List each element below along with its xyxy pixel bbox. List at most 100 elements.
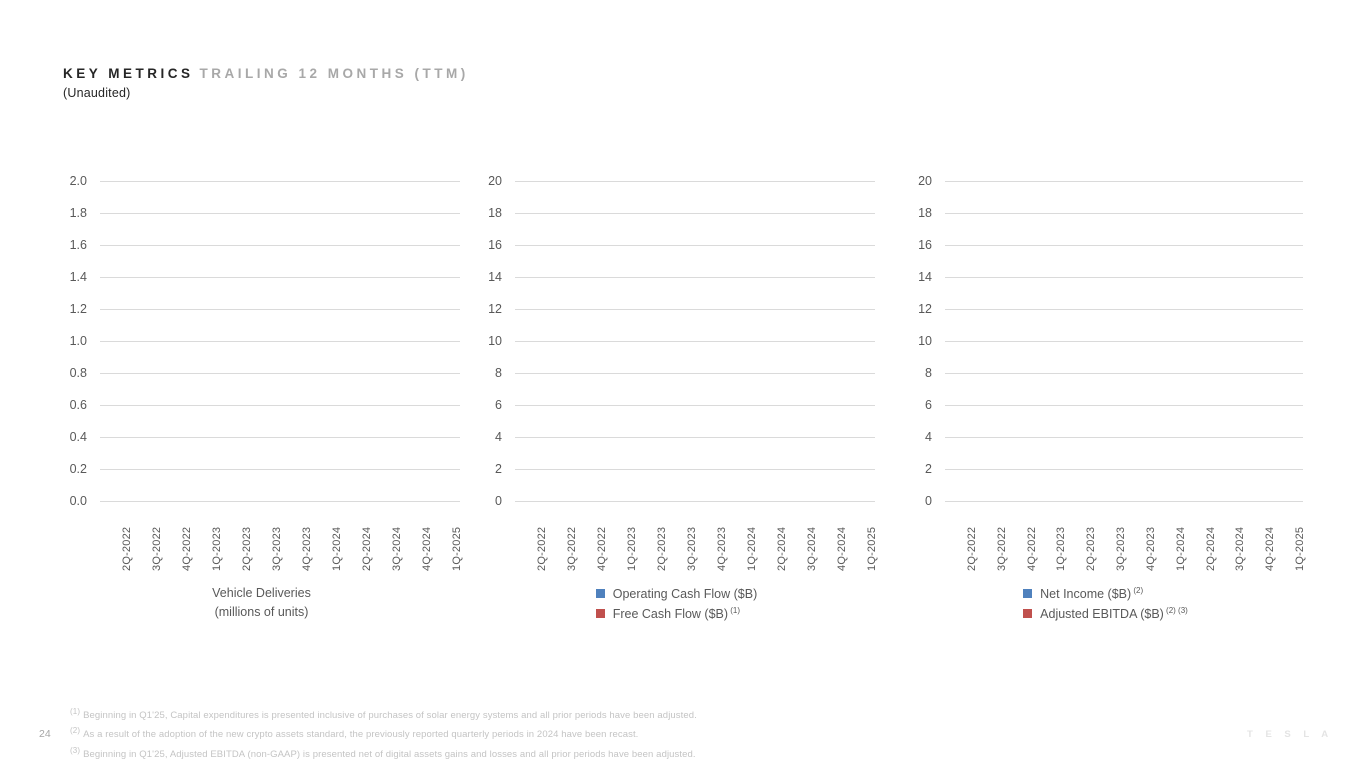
x-axis-tick-label: 2Q-2023 — [656, 526, 668, 571]
gridline — [945, 245, 1303, 246]
x-axis-tick-label: 4Q-2024 — [421, 526, 433, 571]
x-axis-tick-label: 4Q-2024 — [1264, 526, 1277, 571]
chart-legend: Operating Cash Flow ($B) Free Cash Flow (… — [478, 584, 875, 624]
x-axis-tick-label: 1Q-2023 — [211, 526, 223, 571]
footnote-3-marker: (3) — [70, 745, 81, 755]
y-axis-tick-label: 10 — [918, 334, 932, 348]
x-axis-tick-label: 1Q-2025 — [866, 526, 878, 571]
gridline — [515, 341, 875, 342]
gridline — [100, 245, 460, 246]
x-axis-tick-label: 4Q-2023 — [716, 526, 728, 571]
x-axis-tick-label: 4Q-2022 — [1025, 526, 1038, 571]
y-axis-tick-label: 10 — [488, 334, 502, 348]
x-axis-tick-label: 4Q-2022 — [596, 526, 608, 571]
x-axis-tick-label: 2Q-2022 — [536, 526, 548, 571]
x-axis-tick-label: 2Q-2022 — [965, 526, 978, 571]
gridline — [515, 405, 875, 406]
x-axis-tick-label: 1Q-2025 — [1294, 526, 1307, 571]
page-title: KEY METRICS TRAILING 12 MONTHS (TTM) — [63, 66, 469, 81]
chart-legend-items: Operating Cash Flow ($B) Free Cash Flow (… — [595, 584, 758, 624]
legend-item: Operating Cash Flow ($B) — [595, 584, 758, 604]
x-axis-tick-label: 1Q-2024 — [331, 526, 343, 571]
legend-item: Net Income ($B) (2) — [1023, 584, 1188, 604]
x-axis-tick-label: 2Q-2022 — [121, 526, 133, 571]
legend-label-footnote-ref: (2) — [1131, 586, 1144, 596]
page-title-secondary: TRAILING 12 MONTHS (TTM) — [199, 66, 469, 81]
gridline — [945, 181, 1303, 182]
x-axis-tick-label: 3Q-2023 — [686, 526, 698, 571]
gridline — [100, 469, 460, 470]
y-axis-tick-label: 14 — [488, 270, 502, 284]
legend-label: Operating Cash Flow ($B) — [612, 587, 758, 601]
y-axis-tick-label: 0.8 — [69, 366, 87, 380]
legend-item: Adjusted EBITDA ($B) (2) (3) — [1023, 604, 1188, 624]
gridline — [945, 277, 1303, 278]
y-axis-tick-label: 1.4 — [69, 270, 87, 284]
chart-title-line2: (millions of units) — [214, 605, 309, 619]
x-axis-tick-label: 3Q-2023 — [271, 526, 283, 571]
footnote-2-marker: (2) — [70, 726, 81, 736]
y-axis-tick-label: 8 — [925, 366, 932, 380]
header: KEY METRICS TRAILING 12 MONTHS (TTM) (Una… — [63, 66, 469, 100]
chart-title-line1: Vehicle Deliveries — [212, 586, 311, 600]
y-axis-tick-label: 12 — [488, 302, 502, 316]
legend-label-footnote-ref: (1) — [728, 606, 741, 616]
y-axis-tick-label: 14 — [918, 270, 932, 284]
x-axis-tick-label: 1Q-2024 — [1174, 526, 1187, 571]
gridline — [515, 277, 875, 278]
x-axis-tick-label: 3Q-2022 — [566, 526, 578, 571]
footnote-2: (2) As a result of the adoption of the ne… — [70, 723, 697, 742]
gridline — [945, 437, 1303, 438]
footnote-2-text: As a result of the adoption of the new c… — [83, 729, 639, 741]
legend-item: Free Cash Flow ($B) (1) — [595, 604, 758, 624]
gridline — [100, 213, 460, 214]
footnotes: (1) Beginning in Q1'25, Capital expenditu… — [70, 704, 697, 762]
footnote-1-text: Beginning in Q1'25, Capital expenditures… — [83, 710, 697, 722]
legend-label-footnote-ref: (2) (3) — [1163, 606, 1188, 616]
gridline — [515, 469, 875, 470]
x-axis-tick-label: 3Q-2022 — [995, 526, 1008, 571]
gridline — [515, 245, 875, 246]
gridline — [945, 373, 1303, 374]
legend-label: Adjusted EBITDA ($B) (2) (3) — [1040, 606, 1188, 622]
y-axis-tick-label: 0 — [925, 494, 932, 508]
y-axis-tick-label: 1.8 — [69, 206, 87, 220]
gridline — [100, 501, 460, 502]
x-axis-tick-label: 3Q-2024 — [1234, 526, 1247, 571]
y-axis-tick-label: 18 — [918, 206, 932, 220]
chart-title: Vehicle Deliveries (millions of units) — [63, 584, 460, 622]
y-axis-tick-label: 0 — [495, 494, 502, 508]
gridline — [945, 469, 1303, 470]
y-axis-tick-label: 12 — [918, 302, 932, 316]
gridline — [515, 213, 875, 214]
x-axis-tick-label: 4Q-2024 — [836, 526, 848, 571]
legend-label: Free Cash Flow ($B) (1) — [612, 606, 741, 622]
page-subtitle: (Unaudited) — [63, 86, 131, 100]
y-axis-tick-label: 2 — [925, 462, 932, 476]
footnote-1-marker: (1) — [70, 707, 81, 716]
y-axis-tick-label: 1.2 — [69, 302, 87, 316]
y-axis-tick-label: 0.2 — [69, 462, 87, 476]
y-axis-tick-label: 0.0 — [69, 494, 87, 508]
gridline — [945, 405, 1303, 406]
page-title-primary: KEY METRICS — [63, 66, 194, 81]
y-axis-tick-label: 2.0 — [69, 174, 87, 188]
x-axis-tick-label: 2Q-2023 — [241, 526, 253, 571]
gridline — [100, 405, 460, 406]
legend-label: Net Income ($B) (2) — [1040, 586, 1144, 602]
legend-swatch-icon — [595, 588, 605, 598]
x-axis-tick-label: 4Q-2023 — [1144, 526, 1157, 571]
gridline — [945, 213, 1303, 214]
gridline — [945, 341, 1303, 342]
gridline — [100, 341, 460, 342]
gridline — [945, 309, 1303, 310]
tesla-logo: T E S L A — [1247, 729, 1334, 740]
x-axis-tick-label: 4Q-2022 — [181, 526, 193, 571]
x-axis-tick-label: 3Q-2023 — [1115, 526, 1128, 571]
y-axis-tick-label: 2 — [495, 462, 502, 476]
y-axis-tick-label: 1.0 — [69, 334, 87, 348]
x-axis-tick-label: 1Q-2024 — [746, 526, 758, 571]
page-number: 24 — [39, 728, 51, 740]
y-axis-tick-label: 4 — [495, 430, 502, 444]
